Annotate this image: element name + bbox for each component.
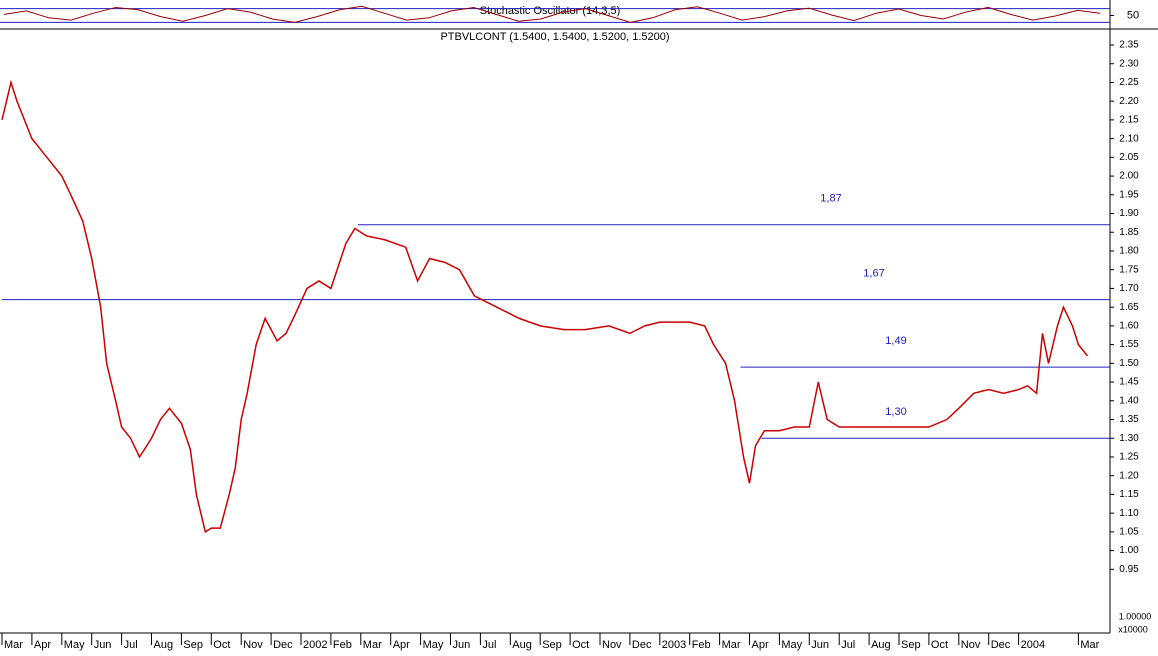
x-tick-label: Aug <box>154 639 174 651</box>
y-tick-label: 2.10 <box>1119 133 1139 144</box>
x-tick-label: 2004 <box>1021 639 1045 651</box>
x-tick-label: May <box>781 639 802 651</box>
x-tick-label: Jun <box>94 639 112 651</box>
y-tick-label: 1.45 <box>1119 377 1139 388</box>
y-tick-label: 1.85 <box>1119 227 1139 238</box>
y-tick-label: 1.95 <box>1119 189 1139 200</box>
y-tick-label: 2.35 <box>1119 40 1139 51</box>
x-tick-label: Jul <box>841 639 855 651</box>
y-tick-label: 1.75 <box>1119 264 1139 275</box>
y-tick-label: 1.15 <box>1119 489 1139 500</box>
y-tick-label: 1.10 <box>1119 508 1139 519</box>
y-tick-label: 1.35 <box>1119 414 1139 425</box>
y-tick-label: 1.70 <box>1119 283 1139 294</box>
level-label: 1,87 <box>820 193 841 205</box>
y-tick-label: 50 <box>1127 9 1139 21</box>
x-tick-label: Aug <box>512 639 532 651</box>
y-tick-label: 1.20 <box>1119 470 1139 481</box>
x-tick-label: Mar <box>1080 639 1099 651</box>
level-label: 1,30 <box>885 406 906 418</box>
x-tick-label: Jun <box>811 639 829 651</box>
chart-title: PTBVLCONT (1.5400, 1.5400, 1.5200, 1.520… <box>440 31 669 43</box>
x-tick-label: Sep <box>901 639 921 651</box>
y-tick-label: 1.60 <box>1119 321 1139 332</box>
y-tick-label: 1.50 <box>1119 358 1139 369</box>
x-tick-label: Mar <box>4 639 23 651</box>
y-tick-label: 1.25 <box>1119 452 1139 463</box>
x-tick-label: Oct <box>572 639 589 651</box>
y-tick-label: 1.05 <box>1119 527 1139 538</box>
y-tick-label: 1.30 <box>1119 433 1139 444</box>
x-tick-label: May <box>64 639 85 651</box>
x-tick-label: Mar <box>722 639 741 651</box>
y-tick-label: 1.80 <box>1119 246 1139 257</box>
oscillator-line <box>3 5 1101 23</box>
x-tick-label: Dec <box>632 639 652 651</box>
x-tick-label: Dec <box>991 639 1011 651</box>
y-tick-label: 2.05 <box>1119 152 1139 163</box>
x-tick-label: Oct <box>213 639 230 651</box>
level-label: 1,49 <box>885 335 906 347</box>
x-tick-label: Jul <box>482 639 496 651</box>
y-tick-label: 1.55 <box>1119 339 1139 350</box>
x-tick-label: Sep <box>183 639 203 651</box>
x-tick-label: Dec <box>273 639 293 651</box>
level-label: 1,67 <box>863 268 884 280</box>
price-line <box>1 79 1088 534</box>
y-tick-label: 2.15 <box>1119 115 1139 126</box>
x-tick-label: Nov <box>961 639 981 651</box>
oscillator-title: Stochastic Oscillator (14,3,5) <box>480 5 621 17</box>
x-tick-label: Nov <box>602 639 622 651</box>
x-tick-label: Nov <box>243 639 263 651</box>
y-tick-label: 2.20 <box>1119 96 1139 107</box>
y-tick-label: 0.95 <box>1119 564 1139 575</box>
x-tick-label: Feb <box>333 639 352 651</box>
y-tick-label: 1.00 <box>1119 545 1139 556</box>
x-tick-label: 2003 <box>662 639 686 651</box>
y-tick-label: 2.00 <box>1119 171 1139 182</box>
x-tick-label: Apr <box>393 639 410 651</box>
x-tick-label: Jul <box>124 639 138 651</box>
y-tick-label: 2.30 <box>1119 58 1139 69</box>
x-tick-label: Sep <box>542 639 562 651</box>
x-tick-label: Feb <box>692 639 711 651</box>
scale-label: 1.00000 <box>1119 611 1152 621</box>
y-tick-label: 1.90 <box>1119 208 1139 219</box>
y-tick-label: 2.25 <box>1119 77 1139 88</box>
x-tick-label: May <box>423 639 444 651</box>
y-tick-label: 1.65 <box>1119 302 1139 313</box>
x-tick-label: Oct <box>931 639 948 651</box>
x-tick-label: Jun <box>453 639 471 651</box>
multiplier-label: x10000 <box>1118 624 1148 634</box>
x-tick-label: Mar <box>363 639 382 651</box>
x-tick-label: Apr <box>752 639 769 651</box>
x-tick-label: 2002 <box>303 639 327 651</box>
x-tick-label: Apr <box>34 639 51 651</box>
y-tick-label: 1.40 <box>1119 395 1139 406</box>
x-tick-label: Aug <box>871 639 891 651</box>
